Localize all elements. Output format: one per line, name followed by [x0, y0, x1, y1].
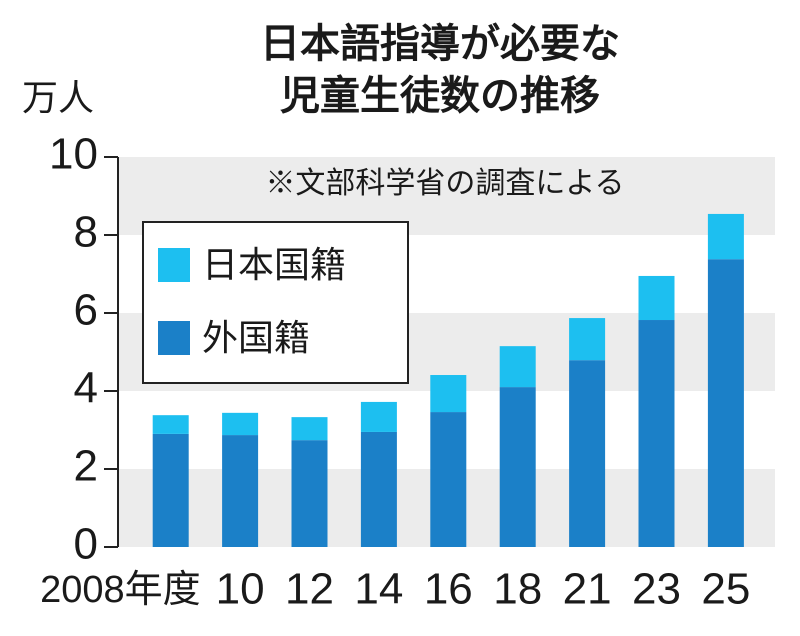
x-tick-label: 16: [424, 565, 473, 614]
chart-title: 児童生徒数の推移: [280, 73, 600, 119]
bar: [638, 275, 675, 321]
legend-label: 外国籍: [202, 318, 310, 359]
x-tick-label: 21: [563, 565, 612, 614]
x-tick-label: 25: [701, 565, 750, 614]
y-tick-label: 4: [74, 364, 98, 413]
bar: [499, 387, 536, 547]
chart-title: 日本語指導が必要な: [260, 21, 620, 67]
bar: [569, 360, 606, 547]
y-tick-label: 0: [74, 520, 98, 569]
bar: [430, 412, 467, 547]
bar: [707, 213, 744, 260]
y-tick-label: 2: [74, 442, 98, 491]
bar: [360, 401, 397, 432]
legend-swatch: [158, 321, 190, 355]
y-tick-label: 10: [49, 130, 98, 179]
bar: [222, 435, 259, 547]
y-unit: 万人: [22, 78, 94, 119]
bar: [707, 259, 744, 547]
x-tick-label: 12: [285, 565, 334, 614]
x-tick-label: 23: [632, 565, 681, 614]
bar: [291, 417, 328, 441]
bar: [222, 412, 259, 436]
y-tick-label: 8: [74, 208, 98, 257]
x-tick-label: 14: [354, 565, 403, 614]
y-tick-label: 6: [74, 286, 98, 335]
bar: [360, 431, 397, 547]
legend-swatch: [158, 248, 190, 282]
x-tick-label: 10: [216, 565, 265, 614]
bar: [499, 346, 536, 388]
note: ※文部科学省の調査による: [265, 166, 624, 201]
legend-label: 日本国籍: [202, 245, 346, 286]
bar: [152, 415, 189, 434]
bar: [430, 375, 467, 413]
bar: [291, 440, 328, 547]
bar: [152, 433, 189, 547]
bar: [638, 320, 675, 547]
x-tick-label: 18: [493, 565, 542, 614]
bar: [569, 318, 606, 361]
x-tick-label: 2008年度: [40, 569, 201, 611]
